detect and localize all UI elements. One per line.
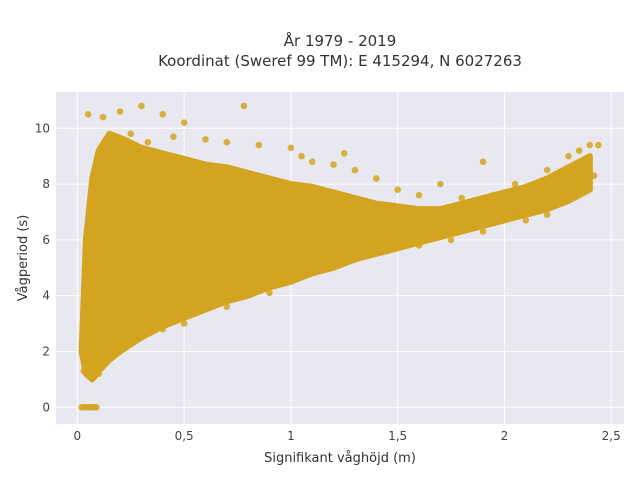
data-point — [116, 348, 124, 355]
x-axis-title: Signifikant våghöjd (m) — [264, 451, 416, 466]
y-tick-label: 0 — [42, 400, 50, 414]
data-point — [415, 191, 423, 199]
y-axis-title: Vågperiod (s) — [16, 215, 31, 302]
data-point — [298, 152, 305, 160]
data-point — [479, 158, 487, 166]
data-point — [590, 172, 598, 179]
data-point — [86, 342, 94, 350]
data-point — [575, 147, 583, 154]
x-tick-label: 1,5 — [388, 429, 407, 443]
data-point — [543, 211, 551, 219]
x-tick-label: 2,5 — [602, 429, 621, 443]
data-point — [180, 119, 188, 126]
chart-title-line2: Koordinat (Sweref 99 TM): E 415294, N 60… — [158, 52, 522, 70]
data-point — [437, 180, 444, 188]
data-point — [255, 141, 263, 149]
data-point — [95, 370, 103, 378]
data-point — [99, 362, 107, 369]
data-point — [415, 242, 423, 249]
data-point — [223, 138, 231, 146]
data-point — [394, 186, 401, 193]
data-point — [101, 356, 109, 364]
data-point — [287, 144, 295, 152]
data-point — [99, 113, 107, 121]
data-point — [479, 228, 487, 235]
data-point — [554, 180, 562, 188]
x-tick-label: 0,5 — [175, 429, 194, 443]
data-point — [533, 194, 540, 202]
data-point — [127, 130, 135, 138]
x-tick-label: 1 — [287, 429, 295, 443]
data-point — [80, 367, 88, 375]
data-point — [223, 303, 231, 311]
y-tick-label: 2 — [42, 344, 50, 358]
cloud-layer — [78, 130, 593, 383]
data-point — [84, 111, 92, 118]
data-point — [84, 359, 92, 366]
data-point — [490, 191, 498, 199]
data-point — [351, 166, 359, 174]
data-point — [159, 325, 167, 333]
data-point — [582, 158, 589, 166]
chart-title-line1: År 1979 - 2019 — [284, 31, 397, 50]
data-point — [308, 158, 316, 166]
data-point — [595, 141, 602, 149]
data-point — [180, 320, 188, 327]
data-point — [543, 166, 551, 174]
data-point — [144, 138, 152, 146]
data-point — [565, 152, 572, 160]
data-point — [351, 256, 359, 263]
data-point — [266, 289, 273, 297]
data-point — [170, 133, 177, 140]
data-point — [511, 180, 519, 188]
x-tick-label: 2 — [501, 429, 509, 443]
data-point — [138, 102, 145, 110]
data-point — [116, 108, 124, 115]
y-tick-label: 4 — [42, 289, 50, 303]
data-point — [383, 247, 391, 255]
data-point — [330, 161, 337, 168]
data-point — [501, 203, 508, 210]
data-point — [458, 194, 466, 202]
data-point — [240, 102, 248, 110]
data-point — [202, 136, 209, 143]
y-tick-labels: 0 2 4 6 8 10 — [35, 121, 50, 414]
data-point — [522, 217, 530, 224]
data-point — [319, 264, 327, 272]
data-point — [138, 334, 145, 341]
x-tick-labels: 0 0,5 1 1,5 2 2,5 — [74, 429, 621, 443]
data-point — [159, 111, 167, 118]
data-point — [522, 197, 530, 205]
points-layer — [78, 102, 602, 411]
data-point — [340, 150, 348, 157]
y-tick-label: 6 — [42, 233, 50, 247]
y-tick-label: 10 — [35, 121, 50, 135]
data-point — [447, 236, 455, 244]
x-tick-label: 0 — [74, 429, 82, 443]
data-point — [287, 275, 295, 283]
y-tick-label: 8 — [42, 177, 50, 191]
data-point — [93, 403, 100, 411]
data-point — [373, 175, 380, 182]
point-cloud-area — [78, 130, 593, 383]
data-point — [586, 141, 594, 149]
